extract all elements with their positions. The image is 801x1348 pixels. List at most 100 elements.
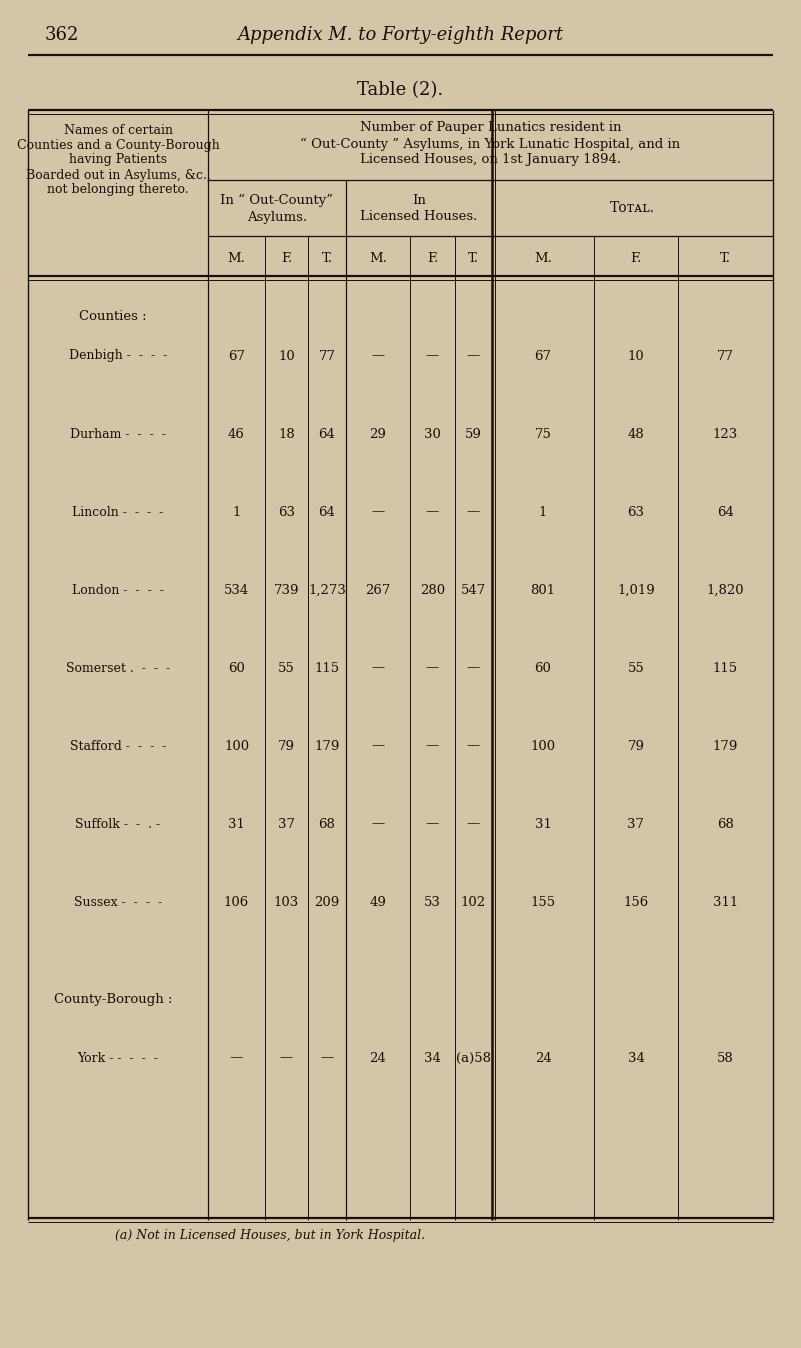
Text: 63: 63 — [278, 506, 295, 519]
Text: Licensed Houses, on 1st January 1894.: Licensed Houses, on 1st January 1894. — [360, 154, 621, 167]
Text: Durham -  -  -  -: Durham - - - - — [70, 427, 166, 441]
Text: 801: 801 — [530, 584, 556, 597]
Text: 46: 46 — [228, 427, 245, 441]
Text: 156: 156 — [623, 895, 649, 909]
Text: 75: 75 — [534, 427, 551, 441]
Text: 267: 267 — [365, 584, 391, 597]
Text: T.: T. — [321, 252, 332, 264]
Text: “ Out-County ” Asylums, in York Lunatic Hospital, and in: “ Out-County ” Asylums, in York Lunatic … — [300, 137, 681, 151]
Text: 55: 55 — [628, 662, 644, 674]
Text: F.: F. — [427, 252, 438, 264]
Text: 1: 1 — [539, 506, 547, 519]
Text: 100: 100 — [224, 740, 249, 752]
Text: —: — — [230, 1051, 244, 1065]
Text: F.: F. — [630, 252, 642, 264]
Text: Suffolk -  -  . -: Suffolk - - . - — [75, 817, 160, 830]
Text: —: — — [426, 817, 439, 830]
Text: 77: 77 — [717, 349, 734, 363]
Text: T.: T. — [720, 252, 731, 264]
Text: Lincoln -  -  -  -: Lincoln - - - - — [72, 506, 163, 519]
Text: 55: 55 — [278, 662, 295, 674]
Text: Counties :: Counties : — [79, 310, 147, 322]
Text: 739: 739 — [274, 584, 300, 597]
Text: 29: 29 — [369, 427, 386, 441]
Text: Asylums.: Asylums. — [247, 210, 307, 224]
Text: 59: 59 — [465, 427, 482, 441]
Text: having Patients: having Patients — [69, 154, 167, 167]
Text: 24: 24 — [534, 1051, 551, 1065]
Text: 67: 67 — [534, 349, 552, 363]
Text: 10: 10 — [278, 349, 295, 363]
Text: 1,019: 1,019 — [617, 584, 655, 597]
Text: 37: 37 — [278, 817, 295, 830]
Text: 79: 79 — [278, 740, 295, 752]
Text: 534: 534 — [223, 584, 249, 597]
Text: M.: M. — [534, 252, 552, 264]
Text: 115: 115 — [713, 662, 738, 674]
Text: 1,273: 1,273 — [308, 584, 346, 597]
Text: Stafford -  -  -  -: Stafford - - - - — [70, 740, 166, 752]
Text: —: — — [467, 506, 480, 519]
Text: In: In — [412, 194, 426, 206]
Text: —: — — [320, 1051, 334, 1065]
Text: —: — — [426, 740, 439, 752]
Text: 179: 179 — [713, 740, 739, 752]
Text: Boarded out in Asylums, &c.,: Boarded out in Asylums, &c., — [26, 168, 211, 182]
Text: M.: M. — [369, 252, 387, 264]
Text: 63: 63 — [627, 506, 645, 519]
Text: 48: 48 — [628, 427, 644, 441]
Text: 49: 49 — [369, 895, 386, 909]
Text: 64: 64 — [319, 506, 336, 519]
Text: 77: 77 — [319, 349, 336, 363]
Text: 64: 64 — [319, 427, 336, 441]
Text: In “ Out-County”: In “ Out-County” — [220, 193, 333, 206]
Text: —: — — [372, 817, 384, 830]
Text: 67: 67 — [228, 349, 245, 363]
Text: 115: 115 — [315, 662, 340, 674]
Text: 30: 30 — [424, 427, 441, 441]
Text: M.: M. — [227, 252, 245, 264]
Text: 34: 34 — [424, 1051, 441, 1065]
Text: F.: F. — [281, 252, 292, 264]
Text: —: — — [372, 349, 384, 363]
Text: —: — — [372, 506, 384, 519]
Text: —: — — [426, 506, 439, 519]
Text: York - -  -  -  -: York - - - - - — [78, 1051, 159, 1065]
Text: —: — — [467, 740, 480, 752]
Text: 79: 79 — [627, 740, 645, 752]
Text: —: — — [426, 349, 439, 363]
Text: 123: 123 — [713, 427, 739, 441]
Text: 362: 362 — [45, 26, 79, 44]
Text: 209: 209 — [314, 895, 340, 909]
Text: —: — — [372, 740, 384, 752]
Text: (a) Not in Licensed Houses, but in York Hospital.: (a) Not in Licensed Houses, but in York … — [115, 1229, 425, 1243]
Text: —: — — [467, 662, 480, 674]
Text: Counties and a County-Borough: Counties and a County-Borough — [17, 139, 219, 151]
Text: 64: 64 — [717, 506, 734, 519]
Text: 37: 37 — [627, 817, 645, 830]
Text: Tᴏᴛᴀʟ.: Tᴏᴛᴀʟ. — [610, 201, 655, 214]
Text: 60: 60 — [228, 662, 245, 674]
Text: Licensed Houses.: Licensed Houses. — [360, 210, 477, 224]
Text: Number of Pauper Lunatics resident in: Number of Pauper Lunatics resident in — [360, 121, 622, 135]
Text: 53: 53 — [424, 895, 441, 909]
Text: not belonging thereto.: not belonging thereto. — [47, 183, 189, 197]
Text: —: — — [467, 349, 480, 363]
Text: London -  -  -  -: London - - - - — [72, 584, 164, 597]
Text: 547: 547 — [461, 584, 486, 597]
Text: 31: 31 — [534, 817, 551, 830]
Text: 1: 1 — [232, 506, 240, 519]
Text: 179: 179 — [314, 740, 340, 752]
Text: —: — — [467, 817, 480, 830]
Text: Sussex -  -  -  -: Sussex - - - - — [74, 895, 162, 909]
Text: 68: 68 — [717, 817, 734, 830]
Text: 102: 102 — [461, 895, 486, 909]
Text: T.: T. — [468, 252, 479, 264]
Text: 106: 106 — [223, 895, 249, 909]
Text: 18: 18 — [278, 427, 295, 441]
Text: 24: 24 — [369, 1051, 386, 1065]
Text: —: — — [280, 1051, 293, 1065]
Text: 1,820: 1,820 — [706, 584, 744, 597]
Text: Somerset .  -  -  -: Somerset . - - - — [66, 662, 170, 674]
Text: Denbigh -  -  -  -: Denbigh - - - - — [69, 349, 167, 363]
